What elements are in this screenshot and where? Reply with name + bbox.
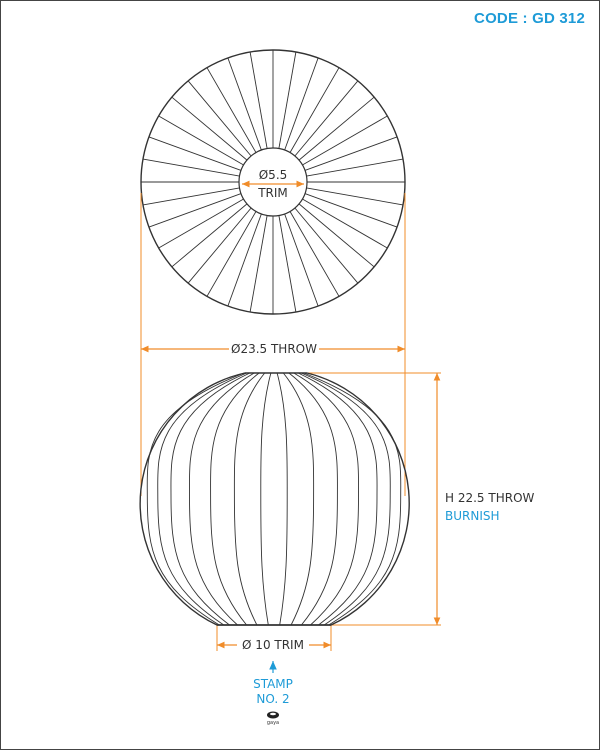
side-rib [233, 372, 266, 626]
top-rib [148, 193, 242, 228]
top-rib [171, 203, 248, 268]
top-rib [302, 115, 388, 166]
height-dimension: H 22.5 THROW BURNISH [433, 373, 535, 625]
top-rib [187, 80, 252, 157]
top-rib [142, 158, 240, 177]
side-rib [189, 372, 255, 626]
stamp-label: STAMP [253, 677, 293, 691]
top-rib [294, 80, 359, 157]
top-rib [171, 96, 248, 161]
top-inner-circle [238, 147, 308, 217]
top-rib [206, 211, 257, 297]
product-code: CODE : GD 312 [474, 10, 585, 27]
top-rib [278, 51, 297, 149]
base-diameter-label: Ø 10 TRIM [242, 638, 304, 652]
top-rib [227, 57, 262, 151]
side-rib [260, 372, 272, 626]
top-rib [304, 136, 398, 171]
top-rib [304, 193, 398, 228]
top-rib [148, 136, 242, 171]
top-rib [206, 67, 257, 153]
base-diameter-dimension: Ø 10 TRIM [217, 638, 331, 652]
top-view: Ø5.5 TRIM [140, 49, 406, 315]
side-rib [298, 372, 378, 626]
top-rib [298, 96, 375, 161]
outer-diameter-dimension: Ø23.5 THROW [141, 342, 405, 356]
stamp-callout: STAMP NO. 2 gaya [253, 661, 293, 726]
side-rib [157, 372, 247, 626]
side-rib [288, 372, 338, 626]
top-rib [249, 51, 268, 149]
top-rib [142, 187, 240, 206]
top-rib [278, 215, 297, 313]
inner-trim-label: TRIM [257, 186, 288, 200]
top-rib [249, 215, 268, 313]
top-rib [284, 57, 319, 151]
top-rib [284, 213, 319, 307]
top-rib [227, 213, 262, 307]
top-rib [302, 198, 388, 249]
top-rib [298, 203, 375, 268]
side-rib [293, 372, 359, 626]
top-ribs [141, 50, 405, 314]
top-rib [187, 207, 252, 284]
side-rib [303, 372, 402, 626]
height-label: H 22.5 THROW [445, 491, 535, 505]
top-rib [158, 198, 244, 249]
side-rib [170, 372, 250, 626]
side-rib [301, 372, 391, 626]
top-rib [289, 211, 340, 297]
side-rib [276, 372, 288, 626]
top-rib [294, 207, 359, 284]
side-rib [146, 372, 245, 626]
top-rib [158, 115, 244, 166]
height-finish-label: BURNISH [445, 509, 500, 523]
side-rib [210, 372, 260, 626]
inner-diameter-label: Ø5.5 [259, 168, 288, 182]
stamp-logo-text: gaya [267, 720, 279, 726]
stamp-logo-highlight [270, 712, 276, 716]
top-rib [306, 158, 404, 177]
side-ribs [146, 372, 402, 626]
outer-diameter-label: Ø23.5 THROW [231, 342, 317, 356]
top-rib [289, 67, 340, 153]
stamp-number: NO. 2 [256, 692, 289, 706]
top-rib [306, 187, 404, 206]
side-rib [282, 372, 315, 626]
side-view [139, 372, 410, 626]
